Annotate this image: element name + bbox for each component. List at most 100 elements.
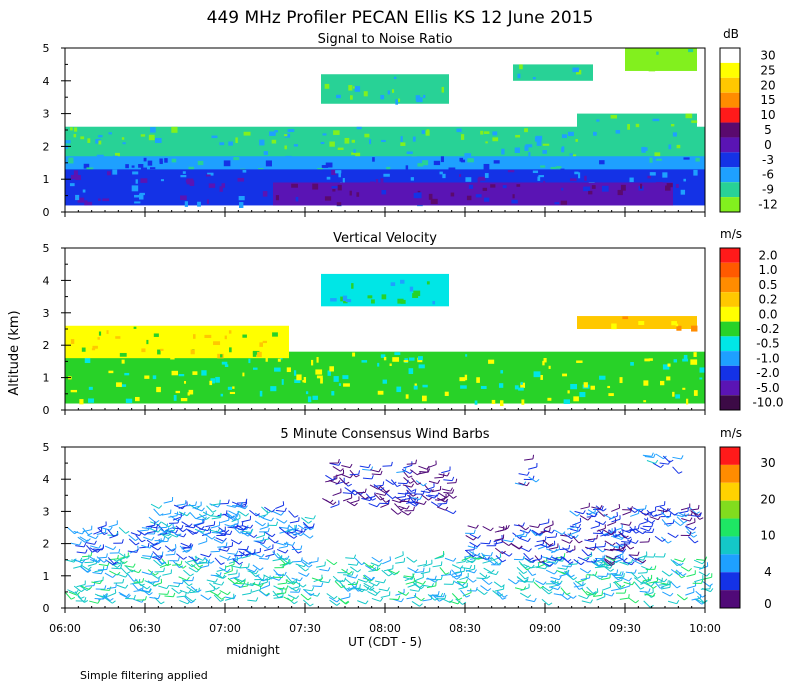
panel-3-barb-flag: [539, 532, 544, 537]
panel-3-barb-flag: [634, 569, 637, 574]
panel-3-barb-flag: [244, 505, 248, 510]
panel-3-barb: [670, 559, 678, 567]
panel-2-speckle: [274, 367, 281, 372]
panel-2-speckle: [465, 354, 468, 357]
panel-1-speckle: [466, 195, 472, 201]
panel-2-speckle: [383, 356, 387, 361]
panel-3-barb-flag: [567, 596, 572, 600]
panel-3-barb: [410, 496, 420, 500]
panel-2-speckle: [259, 390, 263, 397]
panel-2-speckle: [563, 399, 571, 404]
panel-1-speckle: [464, 153, 472, 157]
panel-3-barb-flag: [357, 569, 362, 573]
panel-3-barb: [210, 525, 220, 529]
panel-3-barb: [107, 529, 115, 537]
panel-2-colorbar-label: -0.2: [756, 322, 779, 336]
panel-3-barb-flag: [629, 538, 633, 543]
panel-3-barb-flag: [329, 499, 334, 504]
panel-3-barb-flag: [132, 563, 136, 568]
panel-3-barb-flag: [451, 476, 455, 481]
panel-3-barb: [349, 566, 358, 573]
panel-3-barb: [470, 556, 480, 560]
panel-3-barb: [214, 593, 223, 600]
panel-3-barb-flag: [619, 571, 622, 576]
panel-3-barb-flag: [611, 515, 615, 520]
panel-3-barb-flag: [603, 554, 606, 559]
panel-3-barb-flag: [166, 584, 170, 589]
panel-3-barb: [584, 539, 594, 543]
panel-1-speckle: [561, 134, 567, 139]
panel-1-speckle: [683, 178, 686, 182]
panel-3-barb: [400, 509, 409, 516]
panel-3-barb-flag: [155, 519, 160, 524]
panel-3-barb: [561, 539, 571, 544]
panel-2-speckle: [676, 325, 682, 331]
panel-3-barb: [341, 465, 351, 469]
panel-2-speckle: [115, 336, 121, 339]
panel-3-barb: [210, 515, 220, 518]
panel-2-layer-2: [321, 273, 449, 307]
panel-1-speckle: [680, 189, 686, 195]
panel-3-barb: [217, 545, 227, 548]
panel-1-layer-4: [321, 74, 449, 104]
panel-3-barb: [366, 495, 376, 500]
panel-3-barb-flag: [217, 592, 222, 596]
panel-3-barb-flag: [488, 581, 493, 585]
panel-2-speckle: [184, 381, 187, 384]
panel-3-barb: [641, 512, 651, 516]
panel-3-barb: [425, 494, 435, 499]
panel-3-barb: [529, 566, 539, 569]
panel-3-barb: [559, 548, 569, 551]
panel-3-barb: [107, 592, 116, 598]
panel-1-speckle: [468, 184, 474, 189]
panel-3-barb-flag: [647, 576, 650, 581]
panel-3-barb: [345, 557, 355, 559]
panel-3-barb-flag: [554, 548, 558, 553]
panel-3-barb: [524, 458, 534, 461]
panel-3-barb: [292, 560, 302, 563]
panel-2-colorbar-frame: [719, 247, 741, 411]
panel-3-barb-flag: [654, 565, 657, 570]
panel-3-barb-flag: [429, 488, 432, 493]
panel-1-speckle: [591, 185, 596, 189]
panel-1-speckle: [575, 139, 578, 142]
panel-3-barb: [210, 574, 220, 577]
panel-2-ytick-label: 1: [43, 372, 50, 385]
panel-3-barb-flag: [259, 567, 264, 571]
panel-3-barb-flag: [667, 515, 672, 519]
panel-3-barb-flag: [611, 531, 615, 536]
panel-3-barb-flag: [593, 592, 598, 596]
panel-3-barb: [172, 560, 180, 569]
panel-3-barb-flag: [413, 559, 418, 563]
panel-3-barb: [674, 558, 684, 563]
panel-3-barb: [232, 558, 240, 565]
panel-1-colorbar-frame: [719, 47, 741, 213]
panel-3-barb: [326, 593, 335, 600]
panel-3-barb-flag: [477, 535, 481, 539]
panel-1-speckle: [80, 136, 85, 140]
panel-3-barb: [259, 590, 267, 597]
panel-3-barb-flag: [183, 533, 187, 538]
panel-3-barb-flag: [186, 550, 191, 553]
panel-3-barb-flag: [586, 595, 590, 599]
panel-3-barb: [409, 469, 418, 476]
panel-3-barb-flag: [254, 568, 258, 573]
panel-3-barb: [178, 511, 188, 517]
panel-3-barb: [527, 466, 537, 470]
panel-2-speckle: [514, 385, 519, 390]
panel-2-speckle: [232, 386, 235, 389]
panel-2-speckle: [459, 377, 466, 382]
panel-1-speckle: [324, 83, 330, 89]
panel-1-speckle: [87, 138, 91, 143]
panel-3-barb-flag: [372, 567, 377, 571]
panel-3-barb-flag: [266, 593, 271, 597]
panel-1-speckle: [351, 152, 356, 155]
panel-3-barb: [80, 558, 89, 562]
panel-2-speckle: [312, 395, 318, 400]
panel-3-barb: [215, 572, 224, 579]
panel-3-barb-flag: [630, 506, 633, 511]
panel-3-barb: [218, 548, 228, 552]
panel-3-barb: [167, 547, 177, 553]
panel-3-barb-flag: [309, 603, 314, 607]
